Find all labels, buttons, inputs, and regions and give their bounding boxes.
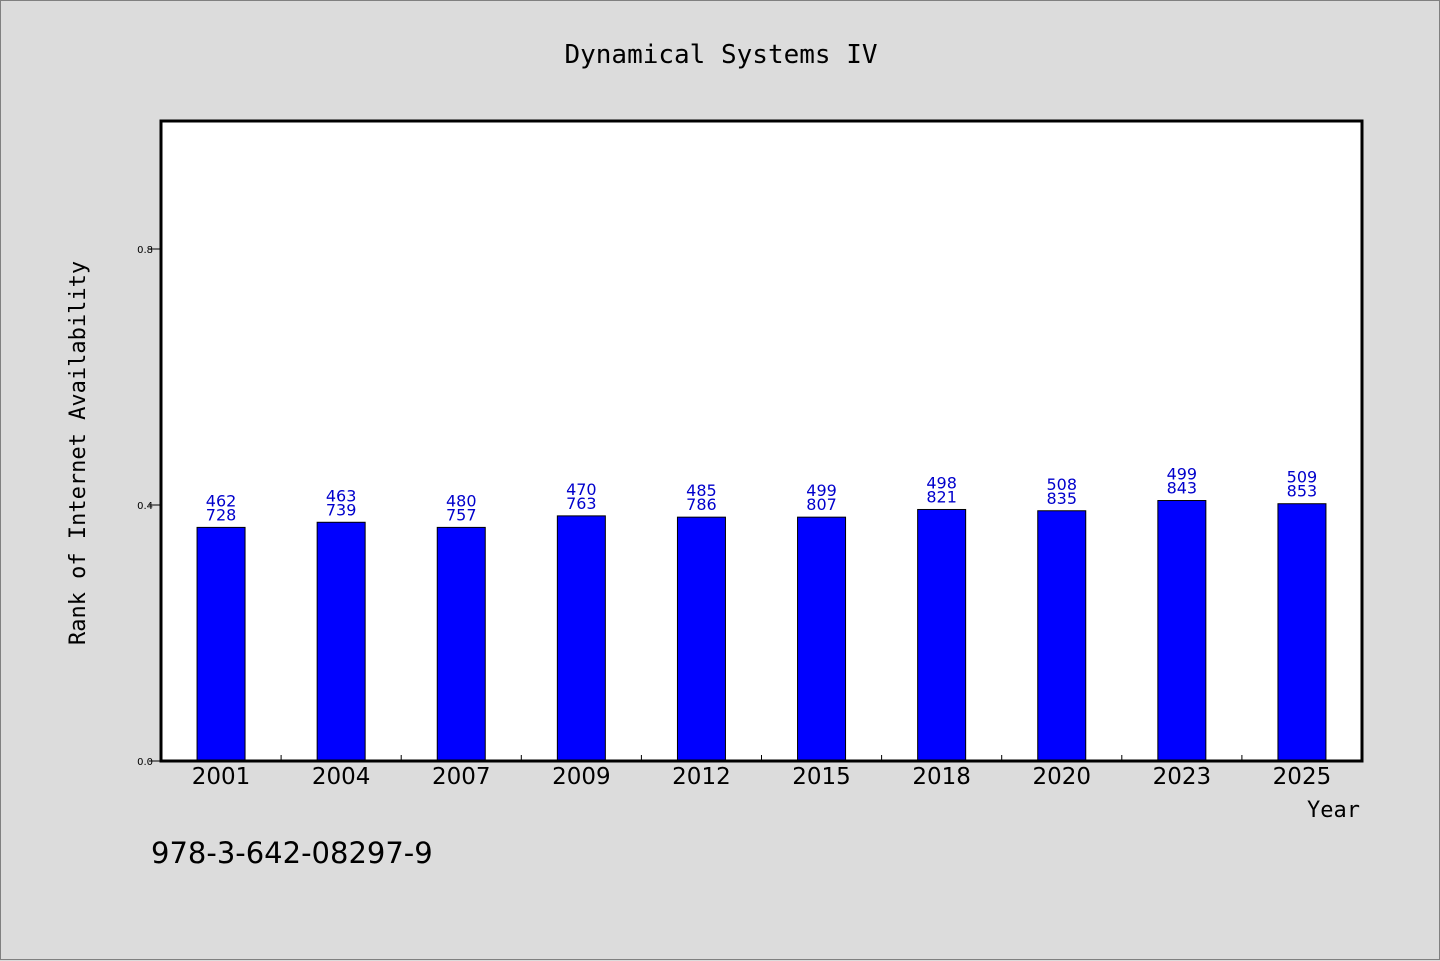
bar-label-bottom-2025: 853: [1287, 482, 1318, 501]
x-tick-label-2004: 2004: [312, 764, 371, 790]
bar-label-bottom-2020: 835: [1046, 489, 1077, 508]
isbn-text: 978-3-642-08297-9: [151, 836, 433, 870]
x-tick-label-2015: 2015: [792, 764, 851, 790]
bar-label-top-2004: 463: [326, 486, 357, 505]
bar-label-bottom-2004: 739: [326, 500, 357, 519]
bar-label-top-2018: 498: [926, 473, 957, 492]
bar-label-top-2023: 499: [1167, 465, 1198, 484]
x-tick-label-2012: 2012: [672, 764, 731, 790]
x-tick-label-2007: 2007: [432, 764, 491, 790]
y-ticks-layer: 0.0 0.4 0.8: [137, 245, 161, 768]
bar-label-top-2001: 462: [206, 491, 237, 510]
y-tick-label-0.8: 0.8: [137, 245, 153, 256]
bar-2009: [556, 515, 606, 762]
bar-2025: [1277, 503, 1327, 762]
x-tick-label-2025: 2025: [1273, 764, 1332, 790]
bar-2015: [797, 516, 847, 762]
bar-2023: [1157, 500, 1207, 762]
bar-label-top-2015: 499: [806, 481, 837, 500]
bar-label-bottom-2015: 807: [806, 495, 837, 514]
y-tick-label-0.0: 0.0: [137, 757, 153, 768]
x-tick-label-2009: 2009: [552, 764, 611, 790]
plot-border: [159, 119, 1364, 763]
y-tick-label-0.4: 0.4: [137, 501, 153, 512]
x-tick-label-2001: 2001: [192, 764, 251, 790]
bar-label-top-2020: 508: [1046, 475, 1077, 494]
x-tick-label-2023: 2023: [1153, 764, 1212, 790]
bar-2007: [436, 526, 486, 762]
bar-2012: [676, 516, 726, 762]
x-axis-label: Year: [1307, 798, 1360, 823]
x-tick-label-2018: 2018: [912, 764, 971, 790]
bar-2001: [196, 526, 246, 762]
bars-layer: [196, 500, 1327, 762]
bar-label-bottom-2009: 763: [566, 494, 597, 513]
bar-2018: [917, 508, 967, 762]
bar-label-bottom-2007: 757: [446, 505, 477, 524]
x-tick-label-2020: 2020: [1032, 764, 1091, 790]
y-axis-label: Rank of Internet Availability: [66, 261, 91, 645]
bar-label-bottom-2023: 843: [1167, 479, 1198, 498]
bar-label-top-2012: 485: [686, 481, 717, 500]
chart-title: Dynamical Systems IV: [564, 40, 877, 70]
bar-label-bottom-2012: 786: [686, 495, 717, 514]
x-ticks-layer: 2001 2004 2007 2009 2012 2015 2018 2020 2023 2025: [192, 755, 1331, 790]
bar-label-top-2025: 509: [1287, 468, 1318, 487]
bar-2020: [1037, 510, 1087, 762]
bar-label-top-2007: 480: [446, 491, 477, 510]
bar-label-bottom-2018: 821: [926, 487, 957, 506]
bar-label-top-2009: 470: [566, 480, 597, 499]
bar-2004: [316, 521, 366, 762]
bar-label-bottom-2001: 728: [206, 505, 237, 524]
